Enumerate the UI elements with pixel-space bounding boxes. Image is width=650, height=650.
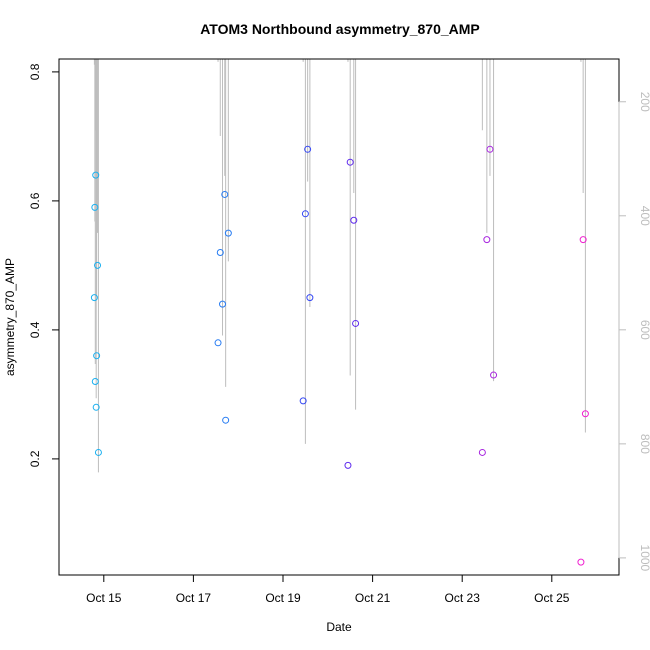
- y2-axis: 200 400 600 800 1000: [618, 92, 650, 572]
- x-tick-label: Oct 21: [355, 591, 391, 605]
- data-point: [579, 236, 587, 244]
- data-point: [91, 378, 99, 385]
- x-tick-label: Oct 25: [534, 591, 570, 605]
- data-point: [93, 352, 101, 360]
- data-point: [224, 229, 232, 237]
- data-point: [483, 236, 491, 244]
- data-point: [344, 461, 352, 469]
- data-point: [350, 216, 358, 224]
- chart-title: ATOM3 Northbound asymmetry_870_AMP: [200, 21, 480, 37]
- y-tick-label: 0.8: [28, 63, 42, 80]
- title-group: ATOM3 Northbound asymmetry_870_AMP: [200, 21, 480, 37]
- y2-tick-label: 800: [638, 434, 650, 454]
- y2-tick-label: 400: [638, 206, 650, 226]
- data-point: [222, 416, 230, 424]
- data-point: [490, 371, 498, 379]
- x-tick-label: Oct 19: [265, 591, 301, 605]
- data-point: [299, 397, 307, 405]
- plot-frame: [58, 58, 620, 576]
- y2-tick-label: 200: [638, 92, 650, 112]
- y-tick-label: 0.2: [28, 450, 42, 467]
- y2-tick-label: 1000: [638, 545, 650, 572]
- data-point: [346, 158, 354, 166]
- data-point: [581, 410, 589, 418]
- x-axis: Oct 15 Oct 17 Oct 19 Oct 21 Oct 23 Oct 25: [86, 574, 570, 605]
- data-point: [221, 190, 229, 198]
- data-point: [577, 558, 585, 566]
- data-point: [352, 319, 360, 327]
- y2-tick-label: 600: [638, 320, 650, 340]
- data-point: [92, 171, 100, 179]
- altitude-profiles: [93, 59, 586, 473]
- data-point: [94, 448, 102, 456]
- data-point: [304, 145, 312, 153]
- data-point: [90, 294, 98, 302]
- data-point: [478, 448, 486, 456]
- x-tick-label: Oct 23: [445, 591, 481, 605]
- x-tick-label: Oct 15: [86, 591, 122, 605]
- data-point: [306, 294, 314, 302]
- data-point: [91, 203, 99, 211]
- x-tick-label: Oct 17: [176, 591, 212, 605]
- y-axis-label: asymmetry_870_AMP: [3, 258, 17, 376]
- data-point: [219, 300, 227, 308]
- data-point: [94, 261, 102, 269]
- y-axis: 0.2 0.4 0.6 0.8: [28, 63, 60, 467]
- y-tick-label: 0.4: [28, 321, 42, 338]
- data-points: [90, 145, 589, 566]
- data-point: [216, 249, 224, 256]
- y-tick-label: 0.6: [28, 192, 42, 209]
- data-point: [486, 145, 494, 153]
- data-point: [301, 210, 309, 218]
- data-point: [92, 403, 100, 411]
- data-point: [214, 339, 222, 347]
- x-axis-label: Date: [326, 620, 352, 634]
